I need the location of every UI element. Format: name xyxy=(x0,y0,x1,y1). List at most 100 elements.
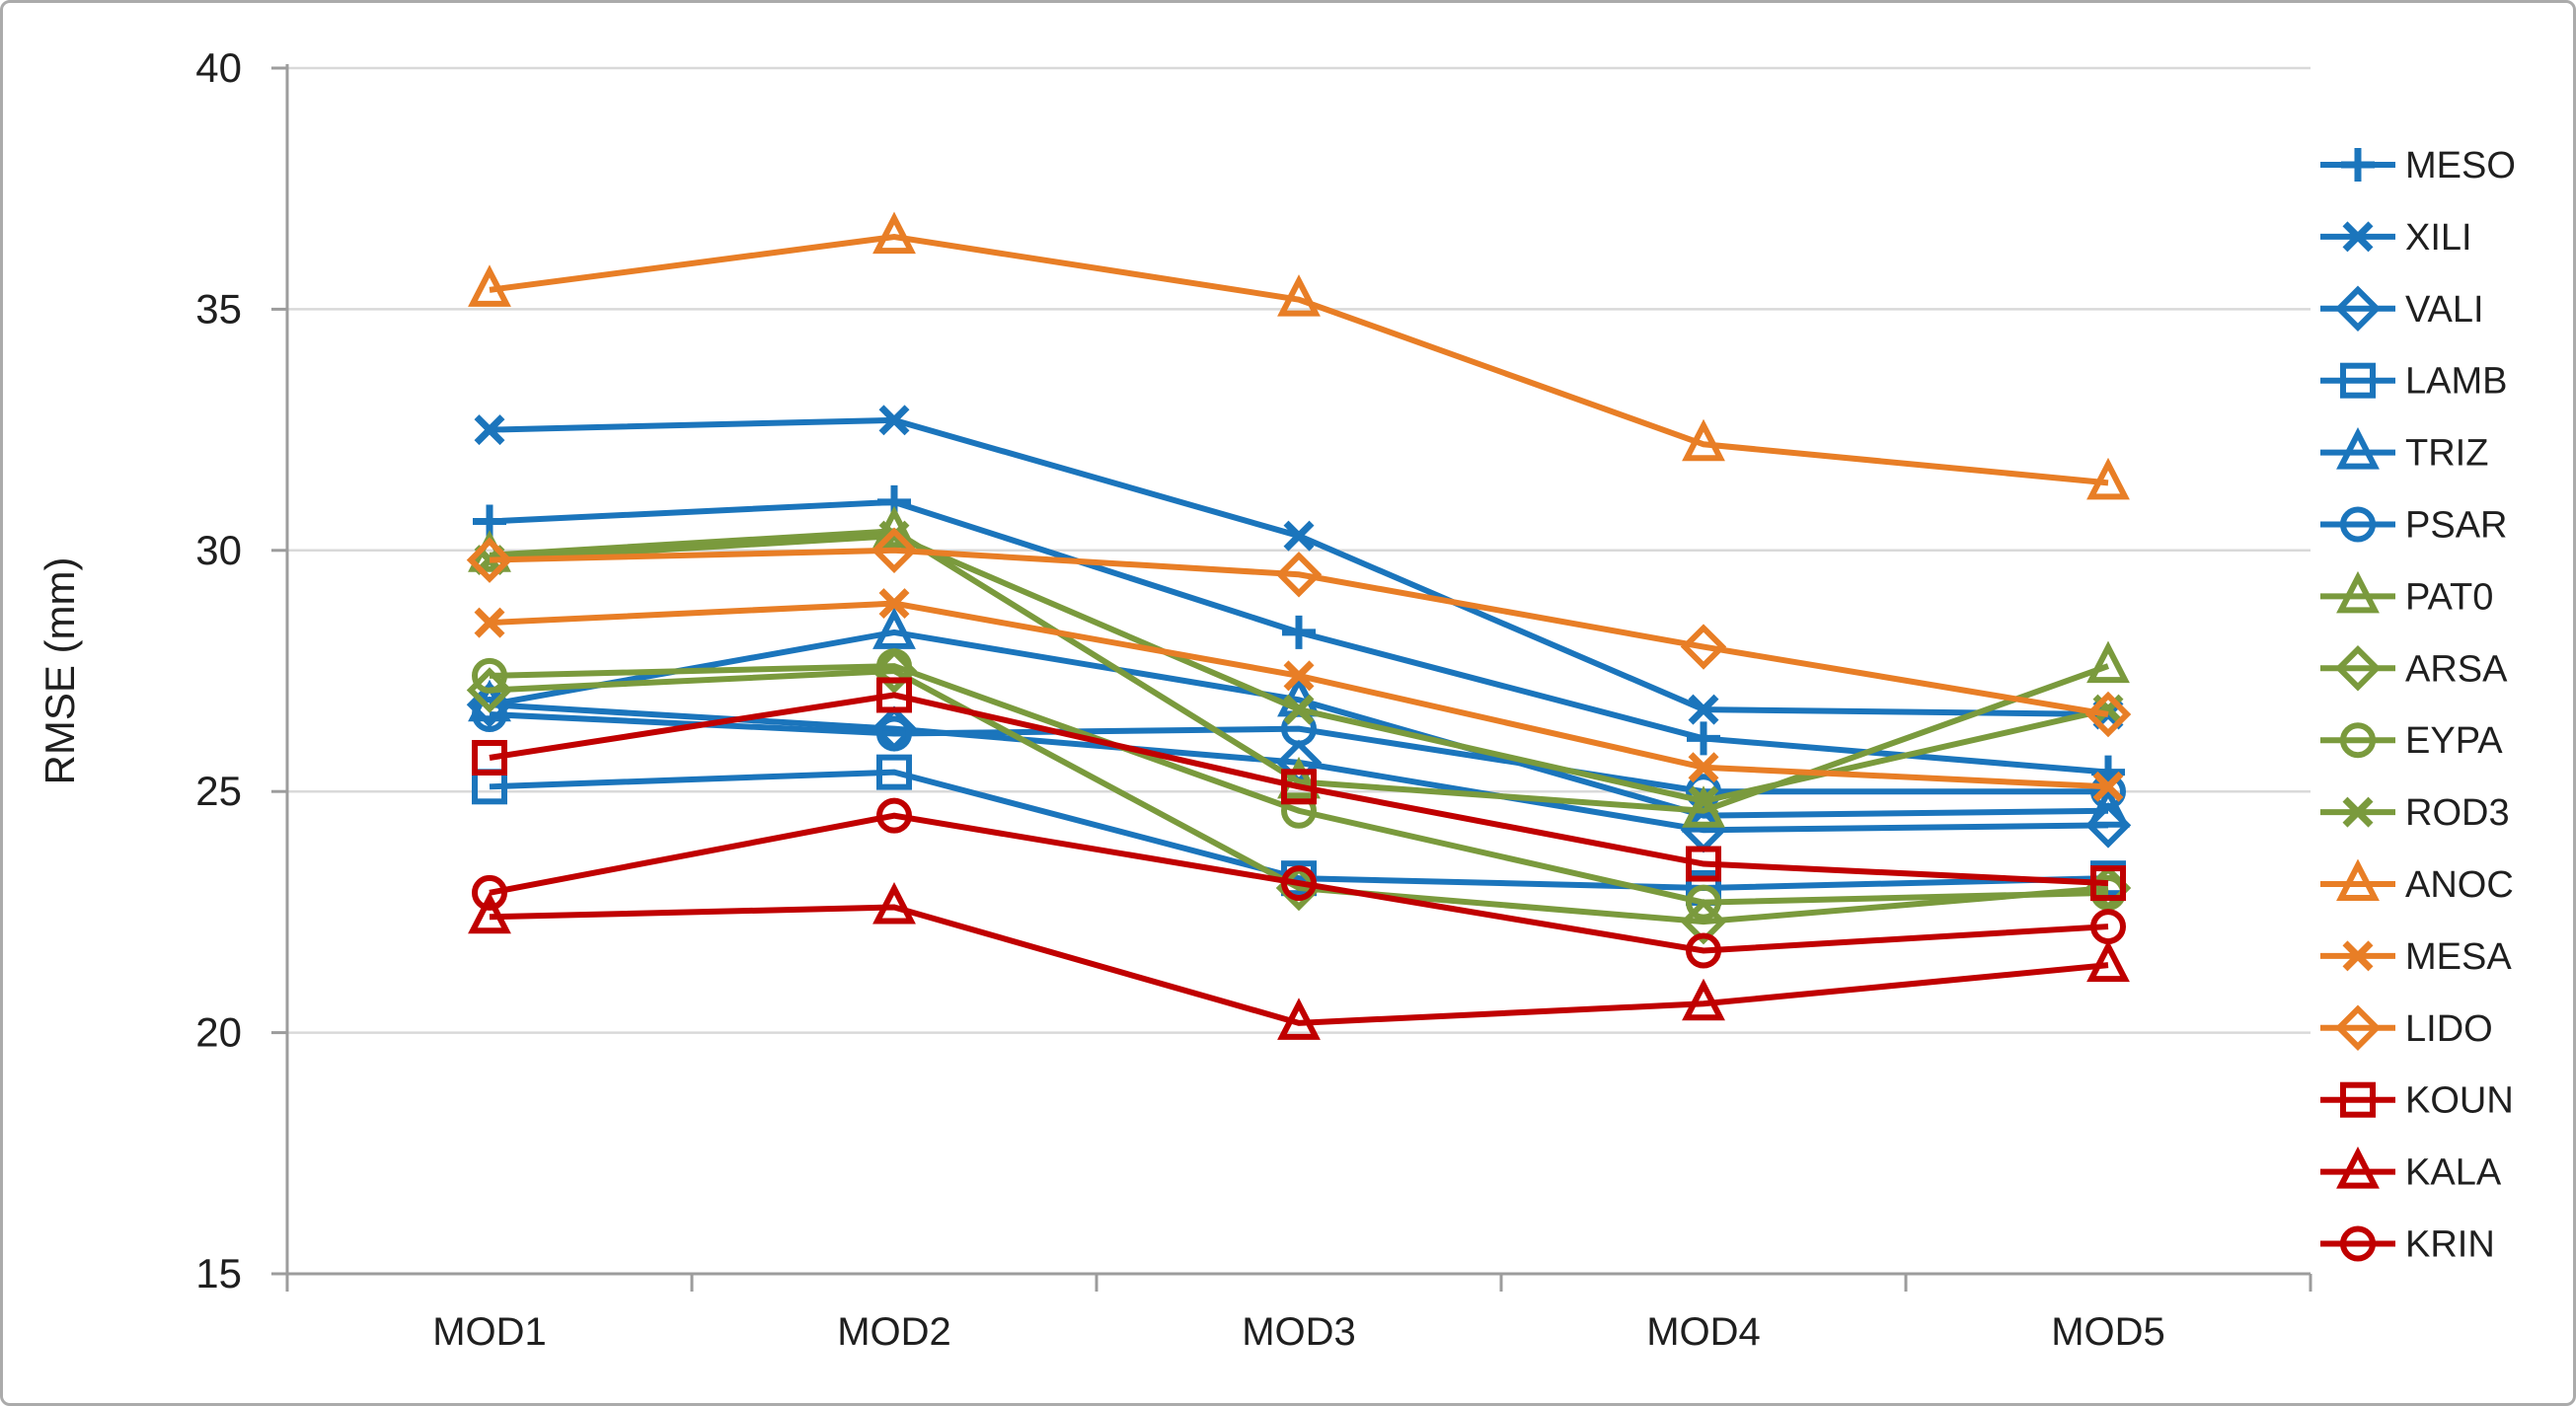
series-line-PSAR xyxy=(489,710,2108,795)
legend-label-ANOC: ANOC xyxy=(2405,864,2514,906)
rmse-line-chart: 15 20 25 30 35 40 MOD1 MOD2 MOD3 MOD4 MOD5 RMSE (mm… xyxy=(37,44,2516,1354)
y-axis-title: RMSE (mm) xyxy=(37,557,83,785)
series-marker-MESA-MOD3 xyxy=(1283,660,1315,692)
series-line-KALA xyxy=(489,904,2109,1026)
series-line-ANOC xyxy=(489,234,2109,486)
legend-key-marker-MESA xyxy=(2342,940,2374,972)
series-line-KOUN xyxy=(489,692,2109,887)
series-marker-LIDO-MOD2 xyxy=(871,527,918,574)
series-line-ARSA xyxy=(489,667,2109,925)
series-marker-EYPA-MOD4 xyxy=(1686,884,1721,921)
series-marker-KALA-MOD1 xyxy=(468,891,511,934)
series-marker-MESO-MOD4 xyxy=(1687,721,1720,756)
series-marker-KOUN-MOD3 xyxy=(1281,769,1317,805)
series-marker-XILI-MOD2 xyxy=(878,405,910,436)
series-marker-ANOC-MOD4 xyxy=(1682,418,1725,462)
series-marker-XILI-MOD1 xyxy=(474,414,505,446)
legend-key-marker-XILI xyxy=(2342,221,2374,253)
series-marker-KALA-MOD5 xyxy=(2086,939,2130,983)
legend-label-KOUN: KOUN xyxy=(2405,1080,2514,1122)
series-marker-PSAR-MOD5 xyxy=(2090,774,2126,810)
legend-key-marker-VALI xyxy=(2334,285,2382,333)
series-marker-ANOC-MOD1 xyxy=(468,264,511,307)
series-marker-ROD3-MOD4 xyxy=(1688,785,1719,817)
y-tick-label-30: 30 xyxy=(195,527,242,573)
series-marker-KRIN-MOD1 xyxy=(472,874,507,911)
series-marker-MESA-MOD1 xyxy=(474,607,505,638)
legend-key-marker-ARSA xyxy=(2334,645,2382,692)
series-marker-KRIN-MOD3 xyxy=(1281,865,1317,902)
y-tick-label-15: 15 xyxy=(195,1250,242,1296)
series-marker-ROD3-MOD2 xyxy=(878,520,910,552)
series-marker-PSAR-MOD1 xyxy=(472,696,507,732)
legend-label-PAT0: PAT0 xyxy=(2405,576,2493,618)
legend-label-ARSA: ARSA xyxy=(2405,648,2508,690)
x-tick-label-MOD2: MOD2 xyxy=(837,1310,951,1354)
series-marker-EYPA-MOD3 xyxy=(1281,792,1317,829)
series-line-PAT0 xyxy=(489,528,2110,814)
legend-key-marker-ANOC xyxy=(2336,858,2380,901)
series-line-LIDO xyxy=(489,547,2109,717)
series-marker-TRIZ-MOD2 xyxy=(872,607,916,649)
series-marker-KOUN-MOD5 xyxy=(2090,865,2126,902)
series-marker-EYPA-MOD1 xyxy=(472,657,507,694)
series-marker-ANOC-MOD5 xyxy=(2086,457,2130,500)
series-marker-KALA-MOD3 xyxy=(1277,998,1321,1040)
legend-key-marker-ROD3 xyxy=(2342,796,2374,828)
legend-label-KALA: KALA xyxy=(2405,1152,2502,1194)
series-line-LAMB xyxy=(489,769,2109,891)
series-marker-PSAR-MOD4 xyxy=(1686,774,1721,810)
series-marker-KALA-MOD4 xyxy=(1682,978,1725,1021)
series-marker-PAT0-MOD5 xyxy=(2086,640,2130,684)
legend-key-marker-EYPA xyxy=(2340,722,2376,759)
legend-key-marker-MESO xyxy=(2341,148,2375,182)
series-marker-MESA-MOD4 xyxy=(1688,752,1719,783)
y-tick-label-20: 20 xyxy=(195,1009,242,1056)
legend-key-marker-LIDO xyxy=(2334,1004,2382,1052)
legend-label-MESO: MESO xyxy=(2405,145,2516,186)
y-tick-label-35: 35 xyxy=(195,285,242,332)
series-marker-KRIN-MOD2 xyxy=(876,797,912,834)
legend-key-marker-KRIN xyxy=(2340,1225,2376,1262)
series-marker-KALA-MOD2 xyxy=(872,881,916,925)
x-tick-label-MOD4: MOD4 xyxy=(1646,1310,1761,1354)
legend-label-MESA: MESA xyxy=(2405,936,2512,978)
series-marker-KOUN-MOD4 xyxy=(1686,846,1721,882)
series-marker-KOUN-MOD1 xyxy=(472,739,507,776)
series-marker-ANOC-MOD2 xyxy=(872,211,916,255)
series-marker-MESO-MOD3 xyxy=(1282,615,1316,649)
legend-key-marker-PAT0 xyxy=(2336,570,2380,614)
legend-label-KRIN: KRIN xyxy=(2405,1224,2495,1266)
legend-label-ROD3: ROD3 xyxy=(2405,792,2510,834)
x-tick-label-MOD3: MOD3 xyxy=(1242,1310,1356,1354)
series-marker-LIDO-MOD1 xyxy=(466,537,513,583)
series-marker-LAMB-MOD2 xyxy=(876,754,912,790)
series-marker-ANOC-MOD3 xyxy=(1277,274,1321,317)
legend-label-PSAR: PSAR xyxy=(2405,505,2507,547)
legend-key-marker-KOUN xyxy=(2340,1081,2376,1118)
y-tick-label-40: 40 xyxy=(195,44,242,91)
series-marker-XILI-MOD3 xyxy=(1283,520,1315,552)
legend-label-VALI: VALI xyxy=(2405,289,2484,331)
series-marker-MESA-MOD2 xyxy=(878,588,910,620)
y-tick-label-25: 25 xyxy=(195,768,242,814)
series-marker-LIDO-MOD4 xyxy=(1680,624,1727,670)
series-marker-KRIN-MOD4 xyxy=(1686,932,1721,969)
legend-key-marker-PSAR xyxy=(2340,506,2376,543)
x-tick-label-MOD1: MOD1 xyxy=(432,1310,547,1354)
legend-label-EYPA: EYPA xyxy=(2405,720,2503,762)
series-line-KRIN xyxy=(489,812,2109,954)
legend-label-XILI: XILI xyxy=(2405,217,2472,259)
series-marker-MESA-MOD5 xyxy=(2092,771,2124,802)
legend-key-marker-LAMB xyxy=(2340,362,2376,399)
legend-key-marker-TRIZ xyxy=(2336,427,2380,470)
legend-key-marker-KALA xyxy=(2336,1147,2380,1189)
series-marker-LIDO-MOD5 xyxy=(2084,691,2132,738)
legend-label-LAMB: LAMB xyxy=(2405,361,2507,403)
x-tick-label-MOD5: MOD5 xyxy=(2051,1310,2165,1354)
legend-label-TRIZ: TRIZ xyxy=(2405,433,2488,475)
legend-label-LIDO: LIDO xyxy=(2405,1008,2493,1050)
series-marker-ARSA-MOD4 xyxy=(1680,898,1727,945)
series-marker-ROD3-MOD3 xyxy=(1283,694,1315,725)
